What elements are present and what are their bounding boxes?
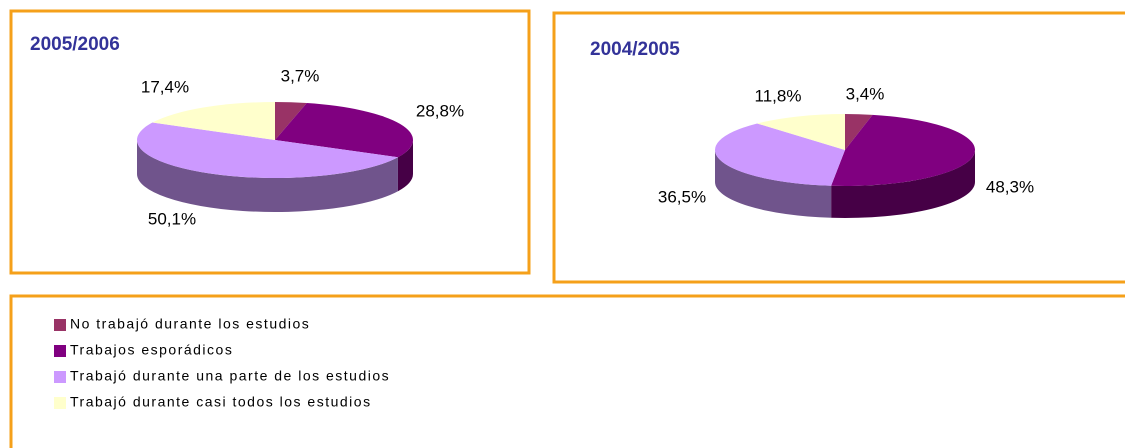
pie-slice <box>275 103 413 158</box>
pie-slice <box>845 114 873 150</box>
data-label: 3,7% <box>281 66 320 85</box>
pie-slice <box>757 114 845 150</box>
pie-side <box>137 140 398 212</box>
chart-title: 2005/2006 <box>30 34 120 55</box>
chart-title: 2004/2005 <box>590 39 680 60</box>
legend-swatch <box>54 319 66 331</box>
legend-frame <box>9 294 1125 448</box>
data-label: 28,8% <box>416 101 464 120</box>
legend-label: Trabajos esporádicos <box>70 342 233 358</box>
legend-swatch <box>54 345 66 357</box>
pie-side <box>715 150 832 218</box>
legend-label: Trabajó durante casi todos los estudios <box>70 394 372 410</box>
data-label: 17,4% <box>141 77 189 96</box>
legend-swatch <box>54 371 66 383</box>
frame <box>552 11 1125 284</box>
pie-slice <box>715 123 845 186</box>
data-label: 36,5% <box>658 187 706 206</box>
data-label: 3,4% <box>846 84 885 103</box>
data-label: 11,8% <box>755 86 802 105</box>
pie-side <box>397 140 414 192</box>
legend-label: No trabajó durante los estudios <box>70 316 310 332</box>
legend-swatch <box>54 397 66 409</box>
pie-side <box>831 150 975 218</box>
frame <box>9 9 531 275</box>
pie-slice <box>136 122 398 179</box>
legend-label: Trabajó durante una parte de los estudio… <box>70 368 390 384</box>
pie-slice <box>152 102 275 140</box>
pie-slice <box>831 114 975 186</box>
pie-slice <box>275 102 307 140</box>
data-label: 50,1% <box>148 209 196 228</box>
data-label: 48,3% <box>986 177 1034 196</box>
